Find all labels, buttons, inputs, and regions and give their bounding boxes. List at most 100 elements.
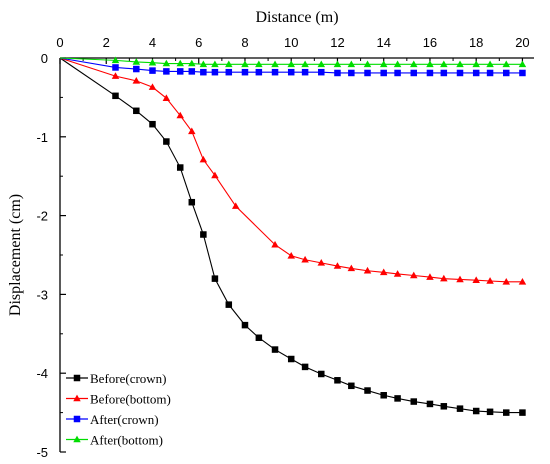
data-point [486,60,494,68]
data-point [255,68,263,76]
data-point [519,409,526,416]
data-point [176,59,184,67]
legend-item: Before(crown) [66,371,167,386]
legend-item: Before(bottom) [66,392,171,407]
data-point [133,107,140,115]
data-point [364,69,371,77]
data-point [456,60,464,68]
data-point [502,277,511,285]
data-point [347,264,356,272]
data-point [111,56,120,64]
data-point [410,60,418,68]
data-point [503,69,510,77]
data-point [287,68,295,76]
y-tick-label: -2 [36,209,48,224]
series-after-crown [59,57,526,77]
data-point [472,407,480,415]
x-tick-label: 10 [284,35,298,50]
legend-item: After(bottom) [66,433,163,448]
legend-marker [73,394,81,402]
data-point [148,83,157,90]
x-tick-label: 16 [423,35,437,50]
data-point [231,202,240,209]
data-point [287,60,295,68]
data-point [241,321,249,329]
legend-marker [73,435,81,443]
legend-marker [73,415,81,423]
data-point [225,60,233,68]
data-point [271,60,279,68]
data-point [380,69,387,77]
data-point [363,266,372,274]
x-axis-title: Distance (m) [255,9,338,26]
data-point [440,403,448,410]
x-tick-label: 0 [56,35,63,50]
data-point [456,69,464,77]
legend-item: After(crown) [66,412,159,427]
data-point [472,276,480,283]
data-point [188,59,196,67]
series-line [59,57,523,283]
data-point [241,60,249,68]
data-point [188,198,196,206]
data-point [112,92,119,100]
data-point [225,68,233,76]
data-point [149,67,156,74]
data-point [394,395,401,402]
legend-label: Before(bottom) [90,392,171,407]
data-point [393,270,402,277]
data-point [410,271,418,279]
data-point [379,60,388,68]
data-point [472,69,480,77]
data-point [211,60,219,68]
data-point [163,68,170,75]
data-point [211,275,219,282]
data-point [348,382,355,390]
data-point [301,363,309,371]
data-point [271,346,279,353]
data-point [188,68,196,75]
legend-label: After(crown) [90,412,159,427]
x-tick-label: 20 [515,35,529,50]
data-point [301,60,309,68]
data-point [176,164,184,171]
data-point [199,155,208,163]
x-tick-label: 12 [330,35,344,50]
data-point [287,251,295,259]
data-point [241,68,249,76]
data-point [334,377,341,384]
legend-label: After(bottom) [90,433,163,448]
data-point [456,405,464,412]
data-point [132,58,141,65]
data-point [133,65,140,73]
data-point [148,58,157,66]
x-tick-label: 6 [195,35,202,50]
data-point [132,77,141,84]
series-layer [59,56,527,416]
data-point [426,60,434,68]
data-point [393,60,402,68]
data-point [347,60,356,68]
data-point [502,60,511,68]
data-point [440,274,448,282]
data-point [334,69,341,77]
data-point [440,69,448,77]
data-point [380,392,387,399]
y-tick-label: -4 [36,366,48,381]
data-point [364,387,371,394]
data-point [255,60,263,68]
data-point [162,59,171,67]
data-point [318,68,325,76]
x-tick-label: 18 [469,35,483,50]
data-point [287,355,295,363]
data-point [348,69,355,77]
data-point [410,398,418,405]
data-point [255,334,263,341]
data-point [379,268,388,276]
x-tick-label: 8 [241,35,248,50]
x-tick-label: 14 [376,35,390,50]
data-point [271,68,279,76]
y-tick-label: -3 [36,287,48,302]
data-point [456,275,464,283]
